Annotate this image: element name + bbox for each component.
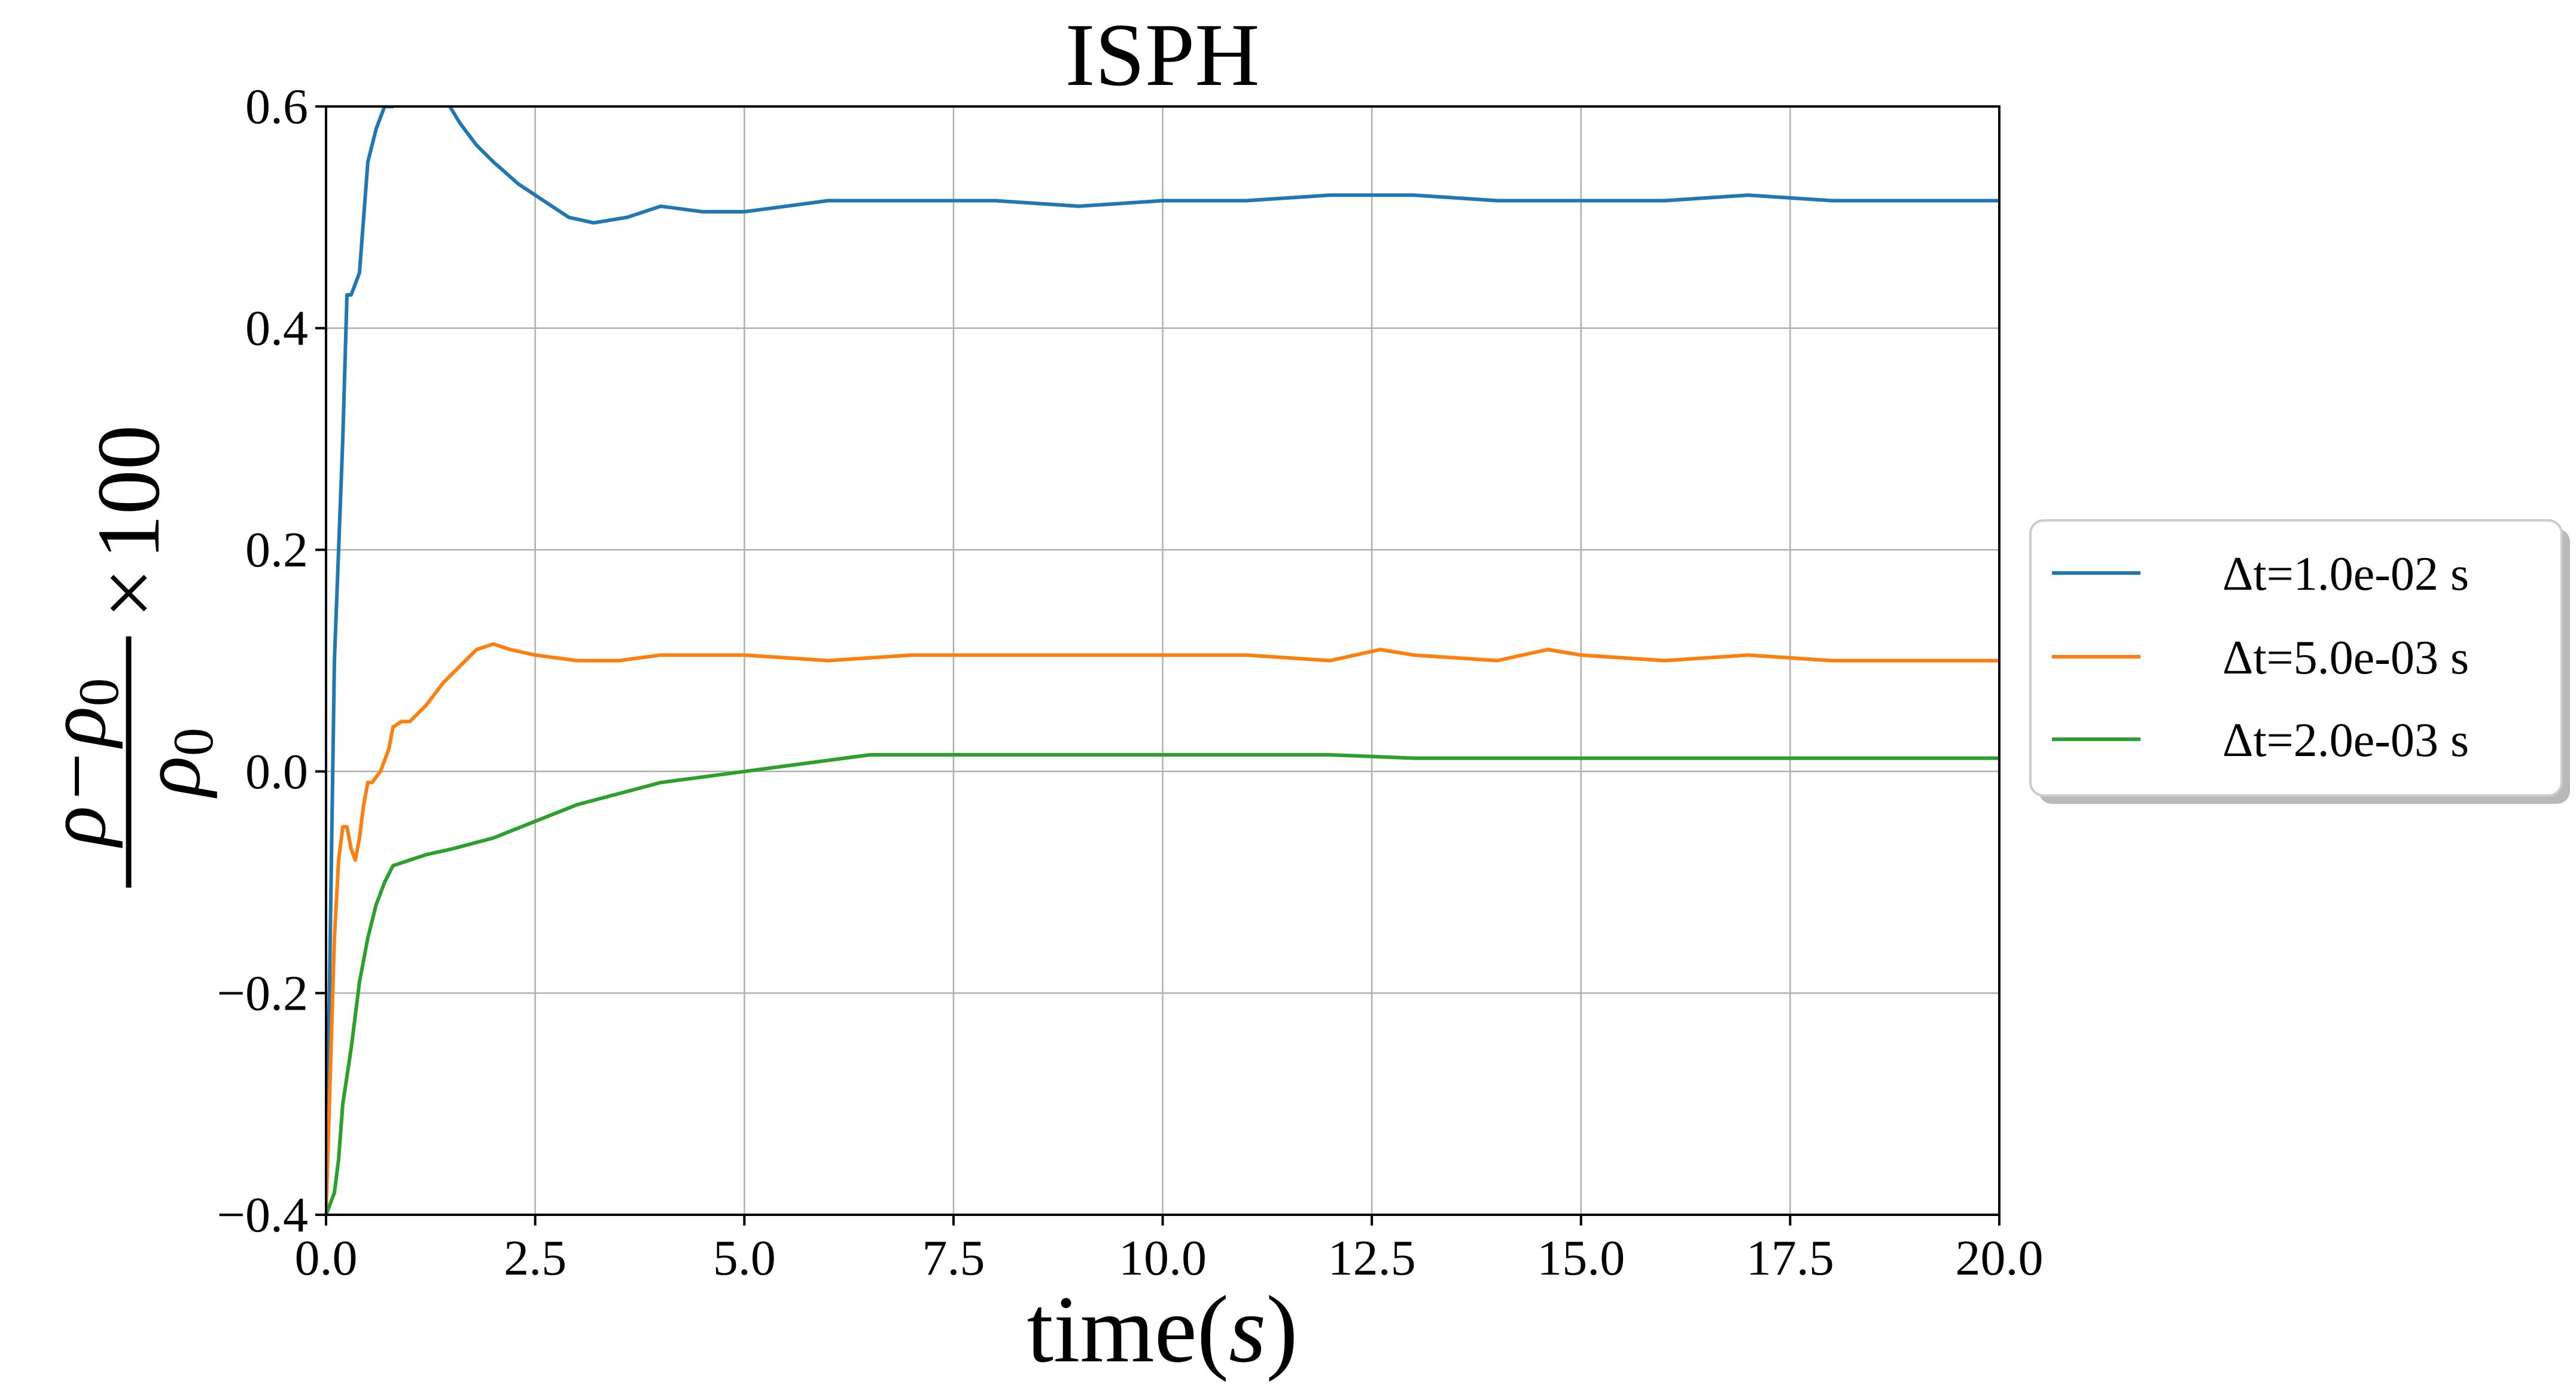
x-tick-label: 10.0 [1119, 1230, 1207, 1286]
y-tick-label: 0.4 [245, 301, 308, 356]
y-label-rho0-sub: 0 [67, 678, 130, 707]
x-axis-label-variable: s [1229, 1276, 1266, 1382]
y-label-den-sub: 0 [162, 728, 225, 757]
y-tick-label: −0.4 [217, 1187, 308, 1243]
x-axis-label: time(s) [1027, 1276, 1298, 1382]
series-line-2 [326, 642, 1999, 1215]
series-layer [326, 106, 1999, 1215]
y-label-den-rho: ρ [125, 756, 218, 798]
y-label-factor: 100 [79, 425, 178, 559]
x-tick-label: 12.5 [1328, 1230, 1416, 1286]
y-label-rho: ρ [31, 806, 123, 848]
legend-label-3: Δt=2.0e-03 s [2222, 714, 2469, 767]
ticks: 0.0 2.5 5.0 7.5 10.0 12.5 15.0 17.5 20.0 −0.4 −0.2… [217, 79, 2044, 1286]
x-tick-label: 0.0 [295, 1230, 358, 1286]
series-line-3 [326, 753, 1999, 1215]
legend: Δt=1.0e-02 s Δt=5.0e-03 s Δt=2.0e-03 s [2029, 519, 2570, 804]
legend-label-1: Δt=1.0e-02 s [2222, 548, 2469, 601]
y-tick-label: −0.2 [217, 965, 308, 1021]
x-axis-label-close: ) [1266, 1276, 1298, 1382]
y-label-times: × [79, 568, 178, 618]
y-axis-label: ρ−ρ0 ρ0 ×100 [31, 425, 225, 888]
x-tick-label: 2.5 [504, 1230, 567, 1286]
y-label-minus: − [31, 752, 123, 800]
x-tick-label: 5.0 [713, 1230, 776, 1286]
x-tick-label: 20.0 [1956, 1230, 2044, 1286]
y-label-rho0: ρ [31, 706, 123, 749]
y-axis-denominator: ρ0 [125, 728, 225, 799]
y-tick-label: 0.6 [245, 79, 308, 135]
y-tick-label: 0.2 [245, 522, 308, 578]
y-axis-numerator: ρ−ρ0 [31, 678, 130, 849]
legend-label-2: Δt=5.0e-03 s [2222, 632, 2469, 684]
x-tick-label: 17.5 [1746, 1230, 1834, 1286]
y-axis-factor: × 100 [79, 425, 178, 618]
x-tick-label: 15.0 [1537, 1230, 1625, 1286]
legend-box [2029, 519, 2563, 797]
legend-items: Δt=1.0e-02 s Δt=5.0e-03 s Δt=2.0e-03 s [2052, 548, 2469, 767]
chart-title: ISPH [1065, 5, 1259, 105]
series-line-1 [326, 106, 1999, 1215]
y-tick-label: 0.0 [245, 744, 308, 800]
x-axis-label-text: time( [1027, 1276, 1229, 1382]
x-tick-label: 7.5 [922, 1230, 985, 1286]
